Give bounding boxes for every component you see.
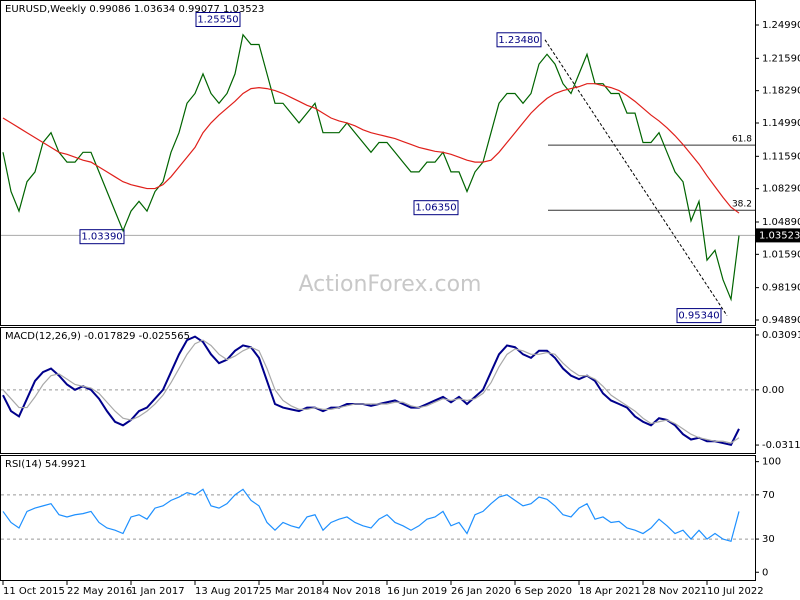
y-tick-label: 30	[762, 534, 775, 545]
fib-label: 38.2	[732, 200, 752, 210]
rsi-frame	[0, 455, 756, 581]
panel-title: RSI(14) 54.9921	[5, 459, 86, 470]
annotation-box	[79, 229, 125, 245]
y-tick-label: 0	[762, 567, 768, 578]
y-tick-label: 70	[762, 490, 775, 501]
x-tick-label: 18 Apr 2021	[579, 586, 641, 597]
x-tick-label: 6 Sep 2020	[515, 586, 572, 597]
price-frame	[0, 0, 756, 326]
y-tick-label: 1.08290	[762, 184, 800, 195]
trend-line	[544, 39, 728, 316]
annotation-label: 1.23480	[498, 35, 539, 46]
current-price-box	[756, 228, 800, 243]
series-line	[2, 488, 740, 543]
x-tick-label: 25 Mar 2018	[259, 586, 322, 597]
y-tick-label: 0.00	[762, 385, 784, 396]
series-line	[2, 33, 740, 302]
y-tick-label: 1.04890	[762, 217, 800, 228]
y-tick-label: 1.11590	[762, 151, 800, 162]
annotation-box	[195, 12, 241, 28]
series-line	[2, 339, 740, 444]
panel-title: MACD(12,26,9) -0.017829 -0.025565	[5, 331, 190, 342]
annotation-label: 1.03390	[81, 232, 122, 243]
y-tick-label: 1.14990	[762, 118, 800, 129]
annotation-box	[496, 32, 542, 48]
series-line	[2, 83, 740, 214]
x-tick-label: 22 May 2016	[67, 586, 132, 597]
y-tick-label: 1.01590	[762, 249, 800, 260]
y-tick-label: -0.031124	[762, 440, 800, 451]
y-tick-label: 0.030916	[762, 330, 800, 341]
watermark: ActionForex.com	[299, 272, 482, 297]
x-tick-label: 11 Oct 2015	[3, 586, 65, 597]
current-price-label: 1.03523	[759, 230, 800, 241]
series-line	[2, 335, 740, 446]
x-tick-label: 28 Nov 2021	[643, 586, 707, 597]
x-tick-label: 10 Jul 2022	[707, 586, 764, 597]
y-tick-label: 100	[762, 457, 781, 468]
x-tick-label: 13 Aug 2017	[195, 586, 259, 597]
annotation-box	[676, 308, 722, 324]
y-tick-label: 1.21590	[762, 53, 800, 64]
annotation-label: 0.95340	[678, 311, 719, 322]
annotation-label: 1.25550	[197, 15, 238, 26]
y-tick-label: 0.98190	[762, 283, 800, 294]
x-tick-label: 26 Jan 2020	[451, 586, 511, 597]
x-tick-label: 4 Nov 2018	[323, 586, 381, 597]
x-tick-label: 16 Jun 2019	[387, 586, 447, 597]
panel-title: EURUSD,Weekly 0.99086 1.03634 0.99077 1.…	[5, 4, 264, 15]
macd-frame	[0, 327, 756, 454]
annotation-label: 1.06350	[415, 203, 456, 214]
x-tick-label: 1 Jan 2017	[131, 586, 185, 597]
y-tick-label: 1.24990	[762, 20, 800, 31]
annotation-box	[413, 200, 459, 216]
y-tick-label: 1.18290	[762, 86, 800, 97]
fib-label: 61.8	[732, 135, 752, 145]
y-tick-label: 0.94890	[762, 315, 800, 326]
